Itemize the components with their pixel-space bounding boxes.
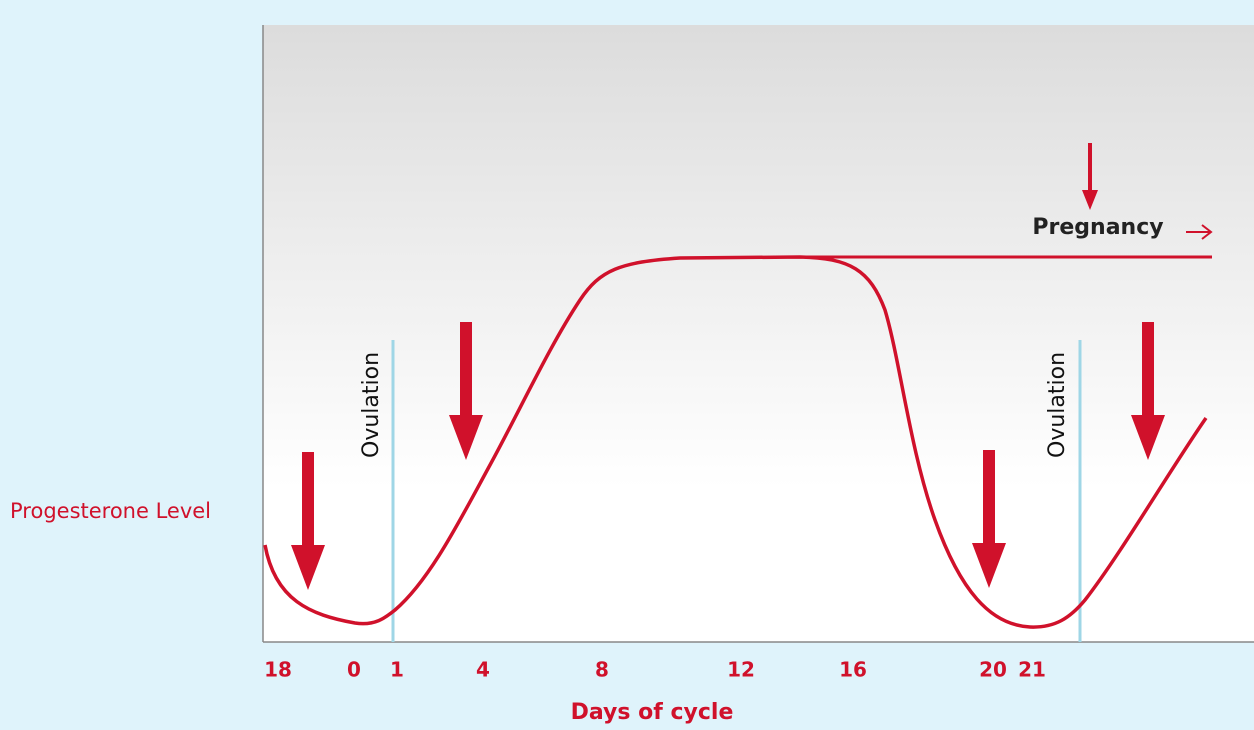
x-tick-label: 0 <box>347 658 361 682</box>
arrow <box>1201 224 1213 240</box>
ovulation-label: Ovulation <box>359 352 384 458</box>
y-axis-label: Progesterone Level <box>10 499 211 523</box>
plot-area <box>263 25 1254 642</box>
x-tick-label: 1 <box>390 658 404 682</box>
arrow <box>1131 322 1165 460</box>
arrow <box>449 322 483 460</box>
x-tick-label: 16 <box>839 658 867 682</box>
pregnancy-label: Pregnancy <box>1032 215 1163 240</box>
x-tick-label: 4 <box>476 658 490 682</box>
arrow <box>972 450 1006 588</box>
x-axis-label: Days of cycle <box>571 700 734 725</box>
x-tick-label: 20 <box>979 658 1007 682</box>
arrow <box>1082 143 1098 210</box>
ovulation-label: Ovulation <box>1045 352 1070 458</box>
x-tick-label: 21 <box>1018 658 1046 682</box>
x-tick-label: 8 <box>595 658 609 682</box>
x-tick-label: 18 <box>264 658 292 682</box>
arrow <box>291 452 325 590</box>
x-tick-label: 12 <box>727 658 755 682</box>
